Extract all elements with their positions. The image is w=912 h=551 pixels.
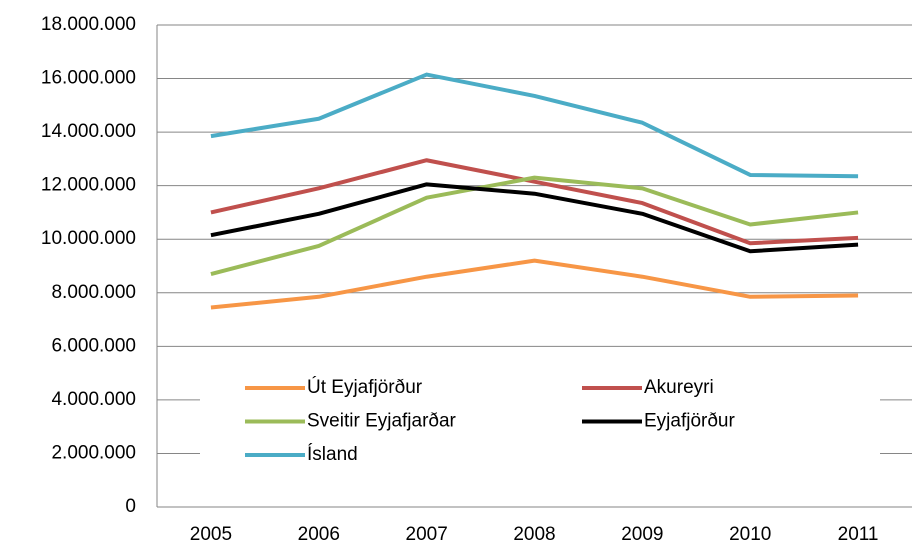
x-tick-label: 2008: [513, 524, 555, 545]
y-tick-label: 0: [125, 496, 136, 517]
x-tick-label: 2009: [621, 524, 663, 545]
y-tick-label: 16.000.000: [41, 68, 136, 89]
series-line: [210, 72, 859, 179]
legend-label: Eyjafjörður: [644, 411, 735, 432]
y-tick-label: 10.000.000: [41, 228, 136, 249]
x-tick-label: 2005: [190, 524, 232, 545]
legend-label: Ísland: [307, 444, 358, 465]
series-line: [210, 158, 859, 246]
series-line: [210, 182, 859, 254]
x-tick-label: 2006: [298, 524, 340, 545]
y-tick-label: 12.000.000: [41, 175, 136, 196]
legend-label: Út Eyjafjörður: [307, 376, 423, 398]
legend-label: Akureyri: [644, 377, 714, 398]
x-tick-label: 2011: [838, 524, 879, 545]
x-tick-label: 2007: [406, 524, 448, 545]
y-tick-label: 8.000.000: [51, 282, 136, 303]
y-tick-label: 6.000.000: [51, 335, 136, 356]
y-tick-label: 2.000.000: [51, 442, 136, 463]
series-line: [210, 175, 859, 276]
x-tick-label: 2010: [729, 524, 771, 545]
legend-label: Sveitir Eyjafjarðar: [307, 411, 457, 432]
y-tick-label: 14.000.000: [41, 121, 136, 142]
y-tick-label: 18.000.000: [41, 14, 136, 35]
legend-box: [200, 372, 880, 472]
series-line: [210, 258, 859, 310]
y-tick-label: 4.000.000: [51, 389, 136, 410]
